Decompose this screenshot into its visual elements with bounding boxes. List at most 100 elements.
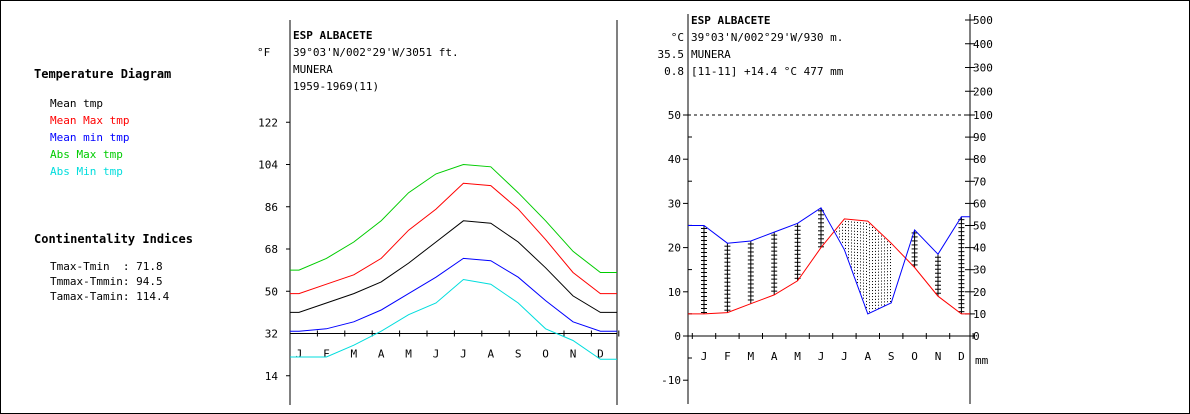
arid-dot (863, 240, 864, 242)
arid-dot (881, 298, 882, 300)
month-label: F (724, 350, 731, 363)
arid-dot (869, 311, 870, 313)
y-tick-label: 86 (265, 201, 278, 214)
arid-dot (878, 247, 879, 249)
series-line (290, 278, 617, 360)
arid-dot (872, 251, 873, 253)
arid-dot (890, 301, 891, 303)
arid-dot (887, 256, 888, 258)
arid-dot (866, 252, 867, 254)
arid-dot (851, 221, 852, 223)
arid-dot (866, 270, 867, 272)
arid-dot (890, 259, 891, 261)
arid-dot (854, 254, 855, 256)
series-line (290, 163, 617, 273)
month-label: J (841, 350, 848, 363)
arid-dot (878, 268, 879, 270)
arid-dot (875, 280, 876, 282)
arid-dot (872, 275, 873, 277)
arid-dot (854, 227, 855, 229)
arid-dot (845, 247, 846, 249)
arid-dot (839, 236, 840, 238)
arid-dot (854, 239, 855, 241)
arid-dot (866, 255, 867, 257)
arid-dot (866, 249, 867, 251)
arid-dot (866, 264, 867, 266)
arid-dot (857, 255, 858, 257)
arid-dot (881, 292, 882, 294)
arid-dot (875, 277, 876, 279)
y-tick-label: 14 (265, 370, 279, 383)
arid-dot (872, 242, 873, 244)
arid-dot (878, 280, 879, 282)
arid-dot (881, 265, 882, 267)
arid-dot (845, 220, 846, 222)
month-label: A (771, 350, 778, 363)
arid-dot (881, 241, 882, 243)
arid-dot (854, 221, 855, 223)
arid-dot (878, 292, 879, 294)
arid-dot (875, 274, 876, 276)
arid-dot (875, 283, 876, 285)
arid-dot (884, 250, 885, 252)
arid-dot (875, 244, 876, 246)
arid-dot (845, 223, 846, 225)
arid-dot (869, 305, 870, 307)
arid-dot (857, 222, 858, 224)
arid-dot (869, 302, 870, 304)
arid-dot (845, 238, 846, 240)
arid-dot (878, 295, 879, 297)
arid-dot (869, 230, 870, 232)
continentality-item: Tmmax-Tmmin: 94.5 (50, 275, 163, 288)
arid-dot (851, 257, 852, 259)
arid-dot (866, 258, 867, 260)
arid-dot (857, 258, 858, 260)
arid-dot (854, 266, 855, 268)
arid-dot (881, 286, 882, 288)
arid-dot (872, 230, 873, 232)
arid-dot (890, 253, 891, 255)
arid-dot (860, 291, 861, 293)
arid-dot (863, 234, 864, 236)
arid-dot (875, 298, 876, 300)
y-tick-label-precip: 70 (973, 175, 986, 188)
arid-dot (869, 260, 870, 262)
arid-dot (881, 280, 882, 282)
month-label: S (515, 348, 522, 361)
arid-dot (848, 248, 849, 250)
arid-dot (875, 271, 876, 273)
arid-dot (887, 271, 888, 273)
arid-dot (857, 252, 858, 254)
month-label: J (460, 348, 467, 361)
arid-dot (884, 280, 885, 282)
arid-dot (869, 278, 870, 280)
arid-dot (887, 286, 888, 288)
left-header-label: 0.8 (664, 65, 684, 78)
arid-dot (890, 283, 891, 285)
arid-dot (866, 234, 867, 236)
legend-item-abs-max-tmp: Abs Max tmp (50, 148, 123, 161)
arid-dot (869, 239, 870, 241)
arid-dot (857, 279, 858, 281)
arid-dot (881, 253, 882, 255)
arid-dot (866, 222, 867, 224)
y-tick-label: 50 (265, 285, 278, 298)
arid-dot (878, 301, 879, 303)
arid-dot (866, 225, 867, 227)
arid-dot (878, 232, 879, 234)
arid-dot (866, 276, 867, 278)
arid-dot (881, 250, 882, 252)
arid-dot (866, 267, 867, 269)
arid-dot (878, 235, 879, 237)
series-line (290, 182, 617, 295)
arid-dot (857, 240, 858, 242)
arid-dot (881, 295, 882, 297)
arid-dot (875, 289, 876, 291)
arid-dot (884, 271, 885, 273)
arid-dot (860, 246, 861, 248)
month-label: A (487, 348, 494, 361)
arid-dot (884, 253, 885, 255)
arid-dot (887, 280, 888, 282)
arid-dot (875, 241, 876, 243)
arid-dot (866, 282, 867, 284)
